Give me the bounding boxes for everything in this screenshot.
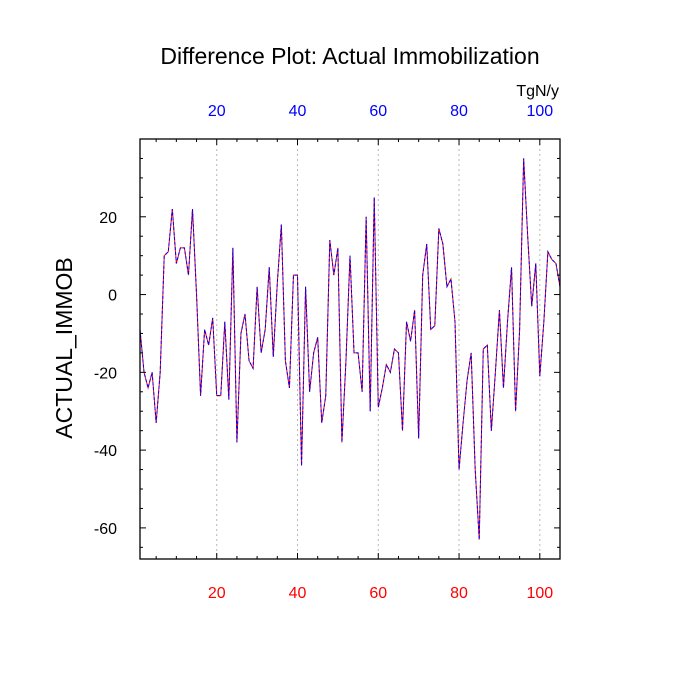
y-tick-label-4: -60 (94, 521, 117, 538)
top-tick-label-1: 40 (289, 103, 307, 120)
bottom-tick-label-3: 80 (450, 585, 468, 602)
chart-title: Difference Plot: Actual Immobilization (160, 43, 539, 69)
top-tick-label-2: 60 (369, 103, 387, 120)
y-tick-label-2: -20 (94, 365, 117, 382)
bottom-tick-label-2: 60 (369, 585, 387, 602)
top-tick-label-3: 80 (450, 103, 468, 120)
top-axis-units: TgN/y (516, 83, 559, 100)
series-line-run2 (139, 158, 561, 540)
plot-frame (139, 138, 561, 560)
bottom-tick-label-4: 100 (526, 585, 553, 602)
tick-labels: 20 40 60 80 100 20 40 60 80 100 20 0 -20 -40 -60 (94, 103, 553, 602)
y-axis-label: ACTUAL_IMMOB (51, 257, 77, 438)
y-tick-label-1: 0 (108, 288, 117, 305)
bottom-tick-label-0: 20 (208, 585, 226, 602)
axis-ticks (140, 139, 561, 559)
top-tick-label-4: 100 (526, 103, 553, 120)
y-tick-label-0: 20 (99, 210, 117, 227)
bottom-tick-label-1: 40 (289, 585, 307, 602)
y-tick-label-3: -40 (94, 443, 117, 460)
top-tick-label-0: 20 (208, 103, 226, 120)
gridlines (216, 139, 541, 559)
series-lines (139, 158, 561, 540)
